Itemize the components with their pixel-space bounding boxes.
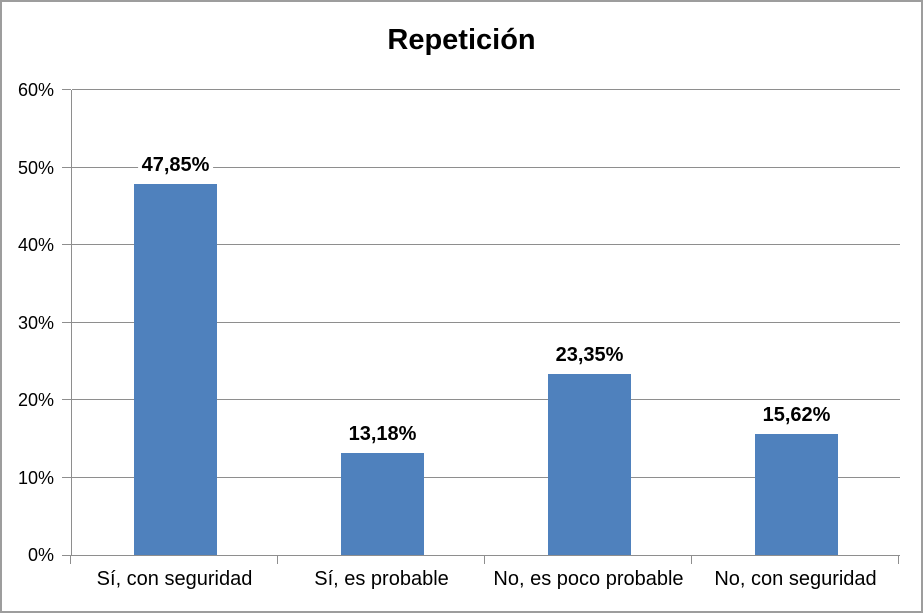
bar-3	[548, 374, 631, 555]
x-axis-tick	[70, 556, 71, 564]
x-axis-tick	[898, 556, 899, 564]
gridline-10	[72, 476, 900, 478]
bar-2	[341, 452, 424, 555]
bar-value-label: 15,62%	[758, 402, 835, 427]
bar-value-label: 13,18%	[344, 421, 421, 446]
y-axis-tick	[62, 89, 71, 90]
bar-4	[755, 433, 838, 555]
y-axis-tick-label: 0%	[27, 545, 54, 565]
gridline-40	[72, 244, 900, 245]
y-axis-tick-label: 60%	[17, 80, 54, 100]
bar-value-label: 47,85%	[137, 153, 214, 178]
x-axis-tick	[691, 556, 692, 564]
x-axis-category-label: Sí, es probable	[314, 568, 449, 590]
y-axis-tick-label: 20%	[17, 390, 54, 410]
x-axis-tick	[277, 556, 278, 564]
gridline-50	[72, 166, 900, 168]
bar-value-label: 23,35%	[551, 343, 628, 368]
x-axis-category-label: No, con seguridad	[714, 568, 877, 590]
y-axis-tick-label: 30%	[17, 312, 54, 333]
bar-1	[134, 184, 217, 555]
gridline-60	[72, 89, 900, 90]
y-axis-tick	[62, 244, 71, 245]
y-axis-tick	[62, 476, 71, 478]
x-axis-category-label: No, es poco probable	[493, 568, 684, 590]
y-axis-tick-label: 10%	[17, 467, 54, 488]
plot-area: 47,85% 13,18% 23,35% 15,62%	[71, 89, 900, 556]
gridline-20	[72, 399, 900, 400]
y-axis-tick	[62, 399, 71, 400]
y-axis-tick	[62, 166, 71, 168]
y-axis-tick-label: 40%	[17, 235, 54, 255]
chart-title: Repetición	[387, 24, 536, 56]
x-axis-category-label: Sí, con seguridad	[96, 568, 253, 590]
gridline-30	[72, 321, 900, 323]
y-axis-tick	[62, 321, 71, 323]
y-axis-tick	[62, 555, 71, 556]
y-axis-tick-label: 50%	[17, 157, 54, 178]
x-axis-tick	[484, 556, 485, 564]
